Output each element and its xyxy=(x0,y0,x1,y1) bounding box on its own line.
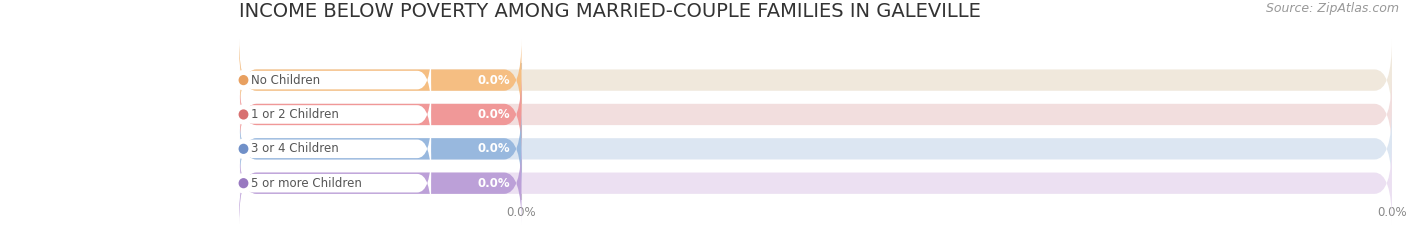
FancyBboxPatch shape xyxy=(239,39,1392,121)
Ellipse shape xyxy=(239,75,249,85)
FancyBboxPatch shape xyxy=(239,151,432,215)
Text: INCOME BELOW POVERTY AMONG MARRIED-COUPLE FAMILIES IN GALEVILLE: INCOME BELOW POVERTY AMONG MARRIED-COUPL… xyxy=(239,2,981,21)
Text: 1 or 2 Children: 1 or 2 Children xyxy=(250,108,339,121)
Ellipse shape xyxy=(233,70,253,90)
FancyBboxPatch shape xyxy=(239,82,432,146)
FancyBboxPatch shape xyxy=(239,142,1392,224)
Text: 0.0%: 0.0% xyxy=(477,177,510,190)
Text: 0.0%: 0.0% xyxy=(477,108,510,121)
Ellipse shape xyxy=(233,173,253,193)
Text: 3 or 4 Children: 3 or 4 Children xyxy=(250,142,339,155)
Text: No Children: No Children xyxy=(250,74,319,87)
Text: 5 or more Children: 5 or more Children xyxy=(250,177,361,190)
FancyBboxPatch shape xyxy=(239,74,1392,155)
FancyBboxPatch shape xyxy=(239,74,522,155)
FancyBboxPatch shape xyxy=(239,142,522,224)
Ellipse shape xyxy=(239,178,249,188)
Ellipse shape xyxy=(239,109,249,120)
FancyBboxPatch shape xyxy=(239,39,522,121)
Ellipse shape xyxy=(239,144,249,154)
Text: 0.0%: 0.0% xyxy=(477,142,510,155)
Text: Source: ZipAtlas.com: Source: ZipAtlas.com xyxy=(1265,2,1399,15)
FancyBboxPatch shape xyxy=(239,117,432,181)
Ellipse shape xyxy=(233,139,253,159)
Ellipse shape xyxy=(233,104,253,125)
FancyBboxPatch shape xyxy=(239,48,432,112)
FancyBboxPatch shape xyxy=(239,108,522,190)
Text: 0.0%: 0.0% xyxy=(477,74,510,87)
FancyBboxPatch shape xyxy=(239,108,1392,190)
